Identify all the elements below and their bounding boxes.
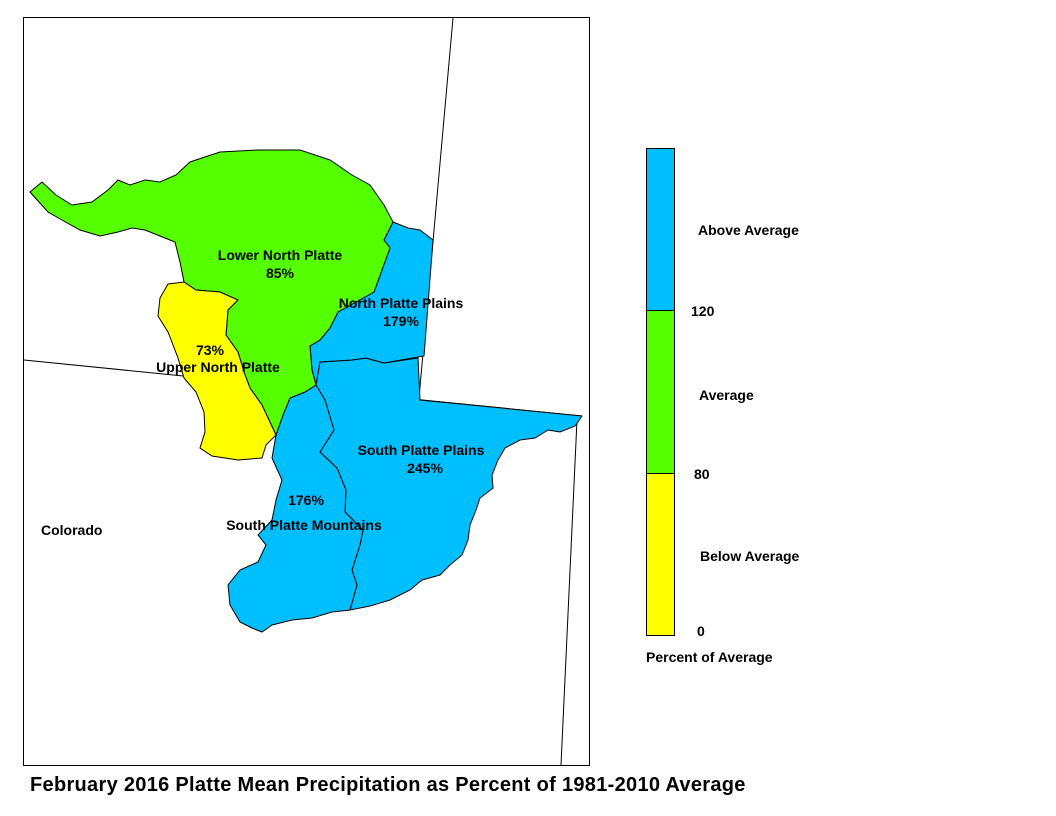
region-south-platte-mountains[interactable] — [227, 384, 364, 633]
legend-caption: Percent of Average — [646, 649, 773, 665]
legend-label-above: Above Average — [698, 222, 799, 238]
legend-swatch-above — [646, 148, 675, 311]
region-name-lower-north-platte: Lower North Platte — [218, 247, 343, 263]
legend-break-120: 120 — [691, 303, 715, 319]
legend-swatch-below — [646, 473, 675, 636]
legend-break-0: 0 — [697, 623, 705, 639]
region-value-south-platte-mountains: 176% — [288, 492, 324, 508]
legend: Above Average Average Below Average 120 … — [646, 148, 800, 665]
region-value-upper-north-platte: 73% — [196, 342, 225, 358]
state-label: Colorado — [41, 522, 102, 538]
region-name-upper-north-platte: Upper North Platte — [156, 359, 280, 375]
region-upper-north-platte[interactable] — [157, 281, 277, 461]
page-title: February 2016 Platte Mean Precipitation … — [30, 774, 746, 796]
legend-label-below: Below Average — [700, 548, 800, 564]
region-value-north-platte-plains: 179% — [383, 313, 419, 329]
legend-swatch-average — [646, 310, 675, 474]
region-name-south-platte-plains: South Platte Plains — [358, 442, 485, 458]
region-lower-north-platte[interactable] — [29, 149, 394, 437]
region-name-north-platte-plains: North Platte Plains — [339, 295, 464, 311]
region-name-south-platte-mountains: South Platte Mountains — [226, 517, 382, 533]
state-border-east-lower — [560, 419, 578, 766]
region-value-south-platte-plains: 245% — [407, 460, 443, 476]
legend-break-80: 80 — [694, 466, 710, 482]
legend-label-average: Average — [699, 387, 754, 403]
region-value-lower-north-platte: 85% — [266, 265, 295, 281]
